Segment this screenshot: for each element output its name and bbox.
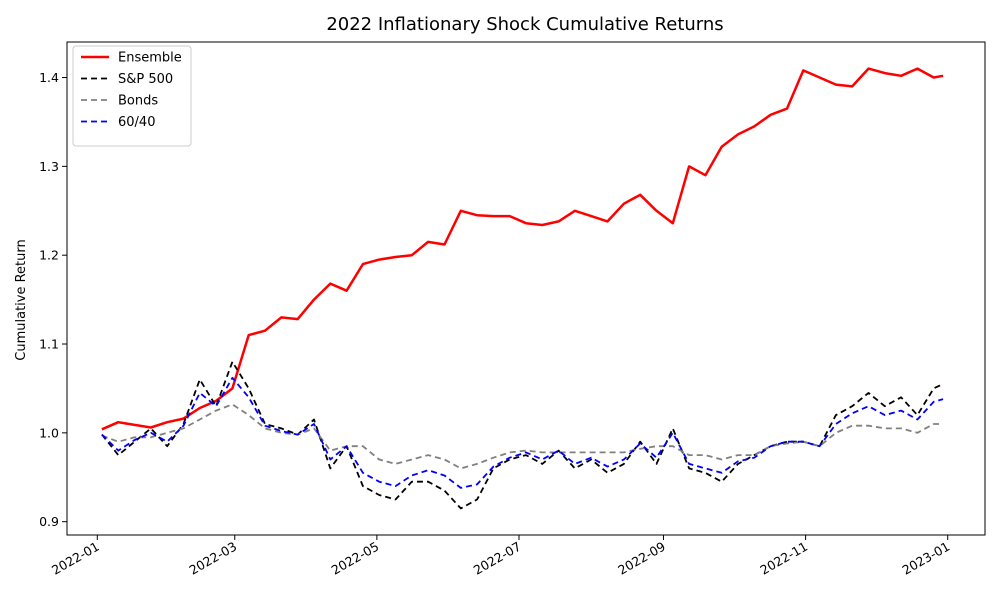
series-layer — [101, 67, 944, 510]
legend-label: 60/40 — [118, 115, 155, 130]
legend-label: Ensemble — [118, 51, 182, 66]
series-line-1 — [101, 360, 944, 510]
series-line-0 — [101, 67, 944, 431]
plot-frame — [66, 41, 986, 536]
y-tick-label: 1.0 — [39, 425, 59, 440]
y-tick-label: 1.2 — [39, 248, 59, 263]
y-tick-label: 1.3 — [39, 159, 59, 174]
y-axis-label: Cumulative Return — [14, 239, 29, 360]
chart-title: 2022 Inflationary Shock Cumulative Retur… — [326, 14, 723, 35]
y-tick-label: 1.1 — [39, 337, 59, 352]
series-line-3 — [101, 376, 944, 489]
legend-label: Bonds — [118, 94, 158, 109]
y-tick-label: 1.4 — [39, 70, 59, 85]
legend-label: S&P 500 — [118, 72, 173, 87]
legend: Ensemble S&P 500 Bonds 60/40 — [72, 45, 192, 147]
y-tick-label: 0.9 — [39, 514, 59, 529]
